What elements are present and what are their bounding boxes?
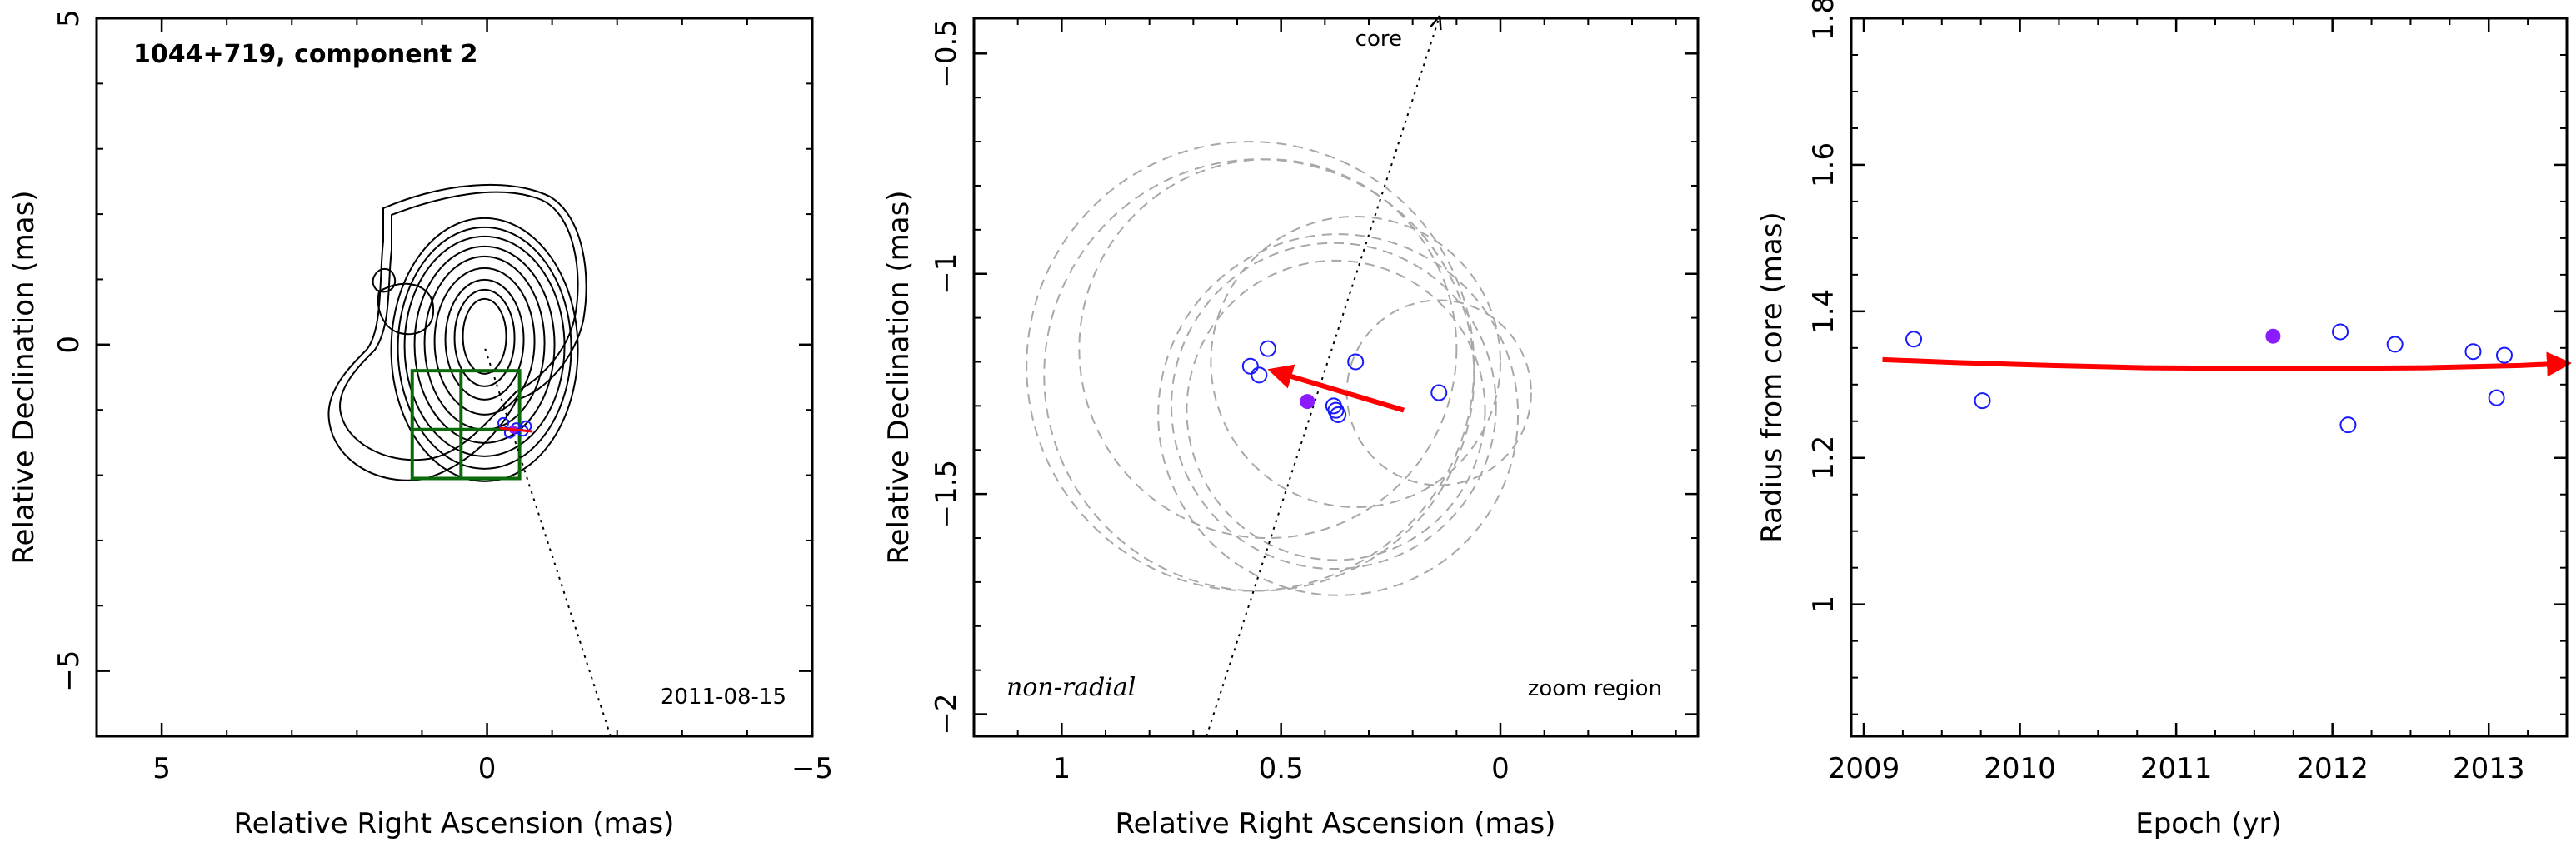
y-tick-label: −1 xyxy=(930,253,963,295)
y-tick-label: −2 xyxy=(930,693,963,735)
tick-marks xyxy=(96,17,814,737)
core-direction-line xyxy=(1206,18,1439,737)
data-point xyxy=(1974,392,1991,410)
date-label: 2011-08-15 xyxy=(661,685,786,710)
uncertainty-circle xyxy=(1186,259,1486,561)
contour-line xyxy=(377,282,435,336)
contour-line xyxy=(444,278,525,401)
y-tick-label: 1 xyxy=(1807,595,1840,614)
contour-line xyxy=(339,191,579,461)
y-tick-label: 1.8 xyxy=(1807,0,1840,41)
y-tick-label: 1.4 xyxy=(1807,289,1840,334)
y-tick-label: −5 xyxy=(52,650,86,692)
data-point xyxy=(2488,389,2505,406)
x-axis-label: Epoch (yr) xyxy=(2135,807,2282,840)
tick-labels: 2009 2010 2011 2012 2013 1 1.2 1.4 1.6 1.8 xyxy=(1807,0,2524,785)
contour-line xyxy=(423,255,546,431)
data-point xyxy=(1905,331,1923,348)
panel-title: 1044+719, component 2 xyxy=(133,40,478,69)
data-point xyxy=(2495,346,2513,364)
uncertainty-circle xyxy=(1157,233,1520,596)
contour-line xyxy=(372,267,397,293)
tick-marks xyxy=(1851,17,2568,736)
panel-radius-vs-epoch: 2009 2010 2011 2012 2013 1 1.2 1.4 1.6 1.8 Epoch … xyxy=(1755,0,2572,840)
tick-labels: 1 0.5 0 −0.5 −1 −1.5 −2 xyxy=(930,19,1510,785)
fit-curve xyxy=(1882,351,2572,377)
data-point xyxy=(2339,416,2357,434)
uncertainty-circle xyxy=(1210,215,1501,509)
tick-marks xyxy=(973,18,1698,736)
contour-line xyxy=(453,288,516,387)
data-point xyxy=(1241,357,1259,375)
uncertainty-circles xyxy=(1026,141,1532,596)
uncertainty-circle xyxy=(1171,242,1497,570)
mode-label: non-radial xyxy=(1006,673,1136,702)
x-axis-label: Relative Right Ascension (mas) xyxy=(234,807,675,840)
panel-contour-map: 5 0 −5 5 0 −5 1044+719, component 2 2011-08-1… xyxy=(7,9,833,840)
y-axis-label: Relative Declination (mas) xyxy=(7,190,41,564)
contour-line xyxy=(390,217,579,482)
motion-vector-arrow xyxy=(1267,364,1405,413)
x-tick-label: 0 xyxy=(478,752,497,785)
contour-line xyxy=(327,183,587,481)
x-tick-label: 2009 xyxy=(1828,752,1900,785)
x-tick-label: 5 xyxy=(152,752,171,785)
x-tick-label: 1 xyxy=(1053,752,1071,785)
data-points xyxy=(1241,340,1448,423)
x-tick-label: 2013 xyxy=(2453,752,2525,785)
mean-point xyxy=(2265,328,2281,344)
contour-line xyxy=(403,235,566,457)
uncertainty-circle xyxy=(1078,158,1458,540)
y-tick-label: 1.2 xyxy=(1807,436,1840,481)
core-label: core xyxy=(1355,27,1402,52)
data-point xyxy=(2386,336,2404,353)
mean-point xyxy=(1300,394,1315,410)
y-tick-label: −0.5 xyxy=(930,19,963,88)
contour-line xyxy=(433,267,536,416)
data-point xyxy=(1347,353,1365,371)
data-point xyxy=(1330,406,1347,423)
component-motion-arrow xyxy=(500,426,533,433)
x-tick-label: 2011 xyxy=(2140,752,2213,785)
plot-frame xyxy=(95,17,814,738)
x-tick-label: 0.5 xyxy=(1259,752,1304,785)
region-label: zoom region xyxy=(1528,676,1662,701)
contour-line xyxy=(413,245,556,444)
contour-line xyxy=(462,297,507,375)
component-markers xyxy=(497,416,533,439)
x-axis-label: Relative Right Ascension (mas) xyxy=(1116,807,1556,840)
data-point xyxy=(2332,323,2349,341)
x-tick-label: −5 xyxy=(791,752,833,785)
jet-direction-line xyxy=(482,344,612,737)
data-point xyxy=(1259,340,1276,357)
contour-plot xyxy=(327,183,587,482)
data-point xyxy=(2464,343,2482,361)
y-tick-label: 0 xyxy=(52,336,86,354)
contour-line xyxy=(397,226,572,470)
y-tick-label: 1.6 xyxy=(1807,142,1840,187)
y-tick-label: 5 xyxy=(52,9,86,27)
uncertainty-circle xyxy=(1345,299,1532,486)
uncertainty-circle xyxy=(1043,158,1475,592)
x-tick-label: 0 xyxy=(1491,752,1510,785)
y-tick-label: −1.5 xyxy=(930,460,963,529)
tick-labels: 5 0 −5 5 0 −5 xyxy=(52,9,833,785)
x-tick-label: 2010 xyxy=(1984,752,2056,785)
plot-frame xyxy=(1850,17,2569,738)
uncertainty-circle xyxy=(1026,141,1475,592)
x-tick-label: 2012 xyxy=(2296,752,2369,785)
panel-zoom-region: 1 0.5 0 −0.5 −1 −1.5 −2 core non-radial zoom r… xyxy=(882,17,1700,840)
plot-frame xyxy=(972,17,1700,738)
y-axis-label: Radius from core (mas) xyxy=(1755,212,1789,542)
data-points xyxy=(1905,323,2513,434)
data-point xyxy=(1430,384,1448,401)
y-axis-label: Relative Declination (mas) xyxy=(882,190,916,564)
data-point xyxy=(1251,366,1268,384)
